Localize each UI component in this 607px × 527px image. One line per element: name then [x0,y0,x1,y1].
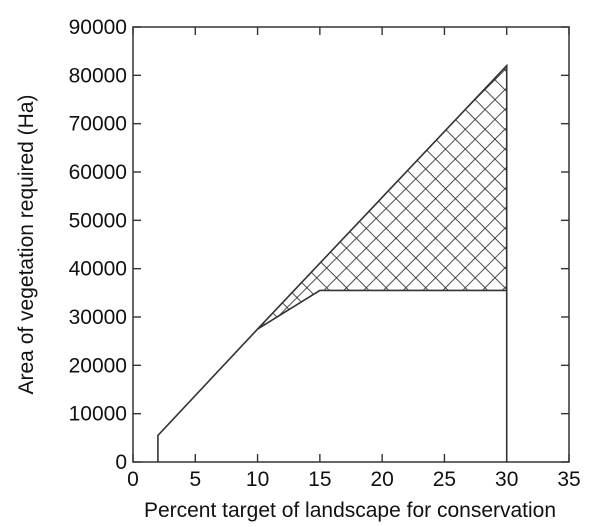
x-tick-label: 20 [370,468,393,491]
x-tick-label: 0 [127,468,139,491]
y-tick-label: 10000 [69,403,127,426]
y-tick-label: 30000 [69,306,127,329]
y-tick-label: 70000 [69,113,127,136]
lower-bound-line [257,289,507,330]
x-tick-label: 25 [433,468,456,491]
y-tick-label: 20000 [69,354,127,377]
x-tick-label: 5 [189,468,201,491]
x-tick-label: 35 [557,468,580,491]
x-tick-label: 15 [308,468,331,491]
y-tick-label: 60000 [69,161,127,184]
y-tick-label: 90000 [69,16,127,39]
x-tick-label: 30 [495,468,518,491]
y-tick-label: 50000 [69,209,127,232]
y-tick-label: 0 [115,451,127,474]
y-tick-label: 80000 [69,64,127,87]
x-tick-label: 10 [246,468,269,491]
y-tick-label: 40000 [69,258,127,281]
plot-frame [132,26,570,463]
x-axis-title: Percent target of landscape for conserva… [144,499,556,522]
y-axis-title: Area of vegetation required (Ha) [15,95,38,395]
